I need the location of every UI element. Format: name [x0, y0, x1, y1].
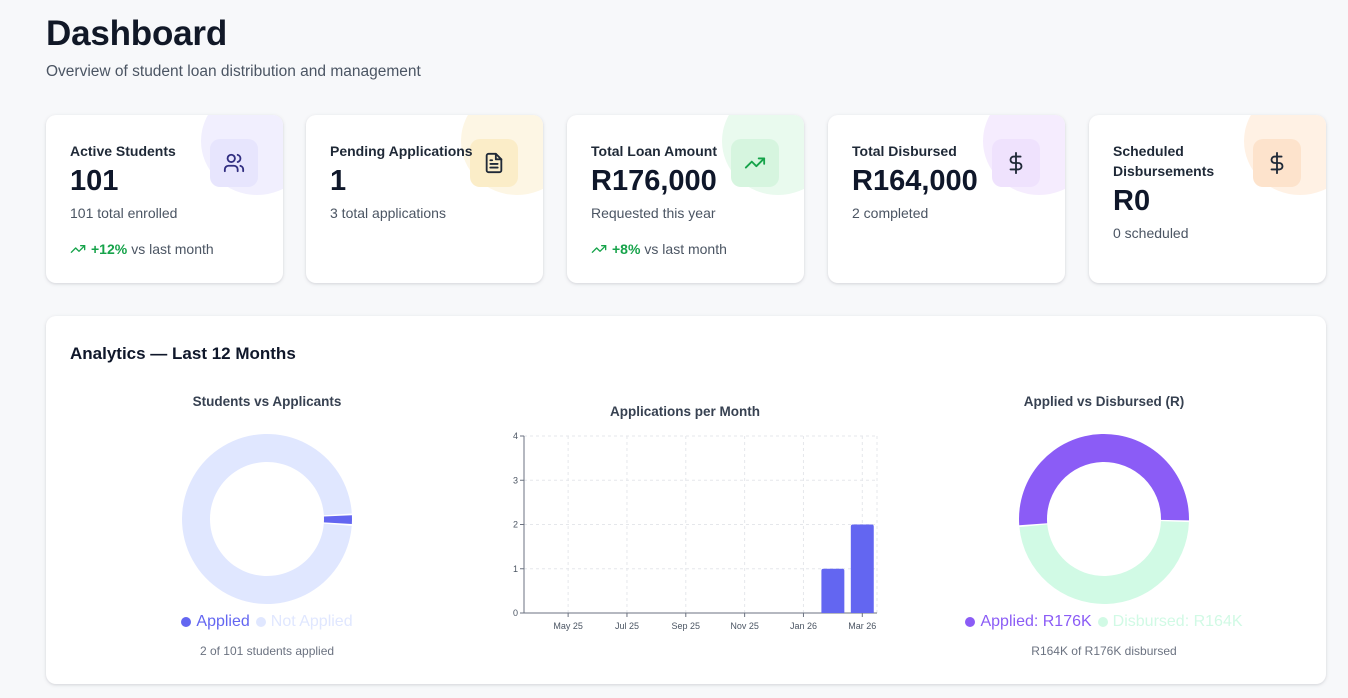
x-tick-label: May 25 [553, 621, 583, 631]
stat-subtext: 2 completed [852, 205, 929, 221]
stat-subtext: Requested this year [591, 205, 716, 221]
stat-value: 1 [330, 165, 347, 197]
stat-subtext: 101 total enrolled [70, 205, 178, 221]
legend-label: Applied: R176K [980, 613, 1092, 630]
trend-percent: +12% [91, 241, 128, 257]
chart-caption: R164K of R176K disbursed [1031, 644, 1177, 658]
stat-subtext: 0 scheduled [1113, 225, 1189, 241]
stat-trend: +12% vs last month [70, 241, 214, 257]
document-icon [470, 139, 518, 187]
x-tick-label: Mar 26 [848, 621, 876, 631]
chart-caption: 2 of 101 students applied [199, 644, 335, 658]
y-tick-label: 4 [513, 431, 518, 441]
bar[interactable] [821, 568, 845, 613]
legend-item[interactable]: Disbursed: R164K [1097, 613, 1243, 631]
y-tick-label: 1 [513, 564, 518, 574]
legend-item[interactable]: Applied: R176K [965, 613, 1092, 631]
trend-percent: +8% [612, 241, 641, 257]
legend-label: Disbursed: R164K [1112, 613, 1243, 630]
legend-label: Not Applied [270, 613, 353, 630]
chart-legend: Applied Not Applied [87, 613, 447, 631]
legend-dot [255, 617, 266, 627]
trending-up-icon [591, 245, 607, 253]
donut-slice[interactable] [182, 434, 352, 605]
y-tick-label: 3 [513, 475, 518, 485]
analytics-card: Analytics — Last 12 Months Students vs A… [46, 316, 1326, 684]
trending-up-icon [70, 245, 86, 253]
y-tick-label: 0 [513, 608, 518, 618]
trend-text: vs last month [644, 241, 727, 257]
students-vs-applicants-chart [182, 434, 352, 605]
x-tick-label: Sep 25 [672, 621, 701, 631]
stat-trend: +8% vs last month [591, 241, 727, 257]
stat-label: Active Students [70, 143, 176, 159]
applied-vs-disbursed-chart [1019, 434, 1189, 604]
stat-value: R176,000 [591, 165, 717, 197]
chart-legend: Applied: R176K Disbursed: R164K [924, 613, 1284, 631]
analytics-title: Analytics — Last 12 Months [70, 344, 296, 363]
x-tick-label: Nov 25 [730, 621, 759, 631]
stat-value: 101 [70, 165, 119, 197]
bar[interactable] [850, 524, 874, 614]
legend-dot [1097, 617, 1108, 627]
y-tick-label: 2 [513, 520, 518, 530]
stat-card-total-disbursed: Total Disbursed R164,000 2 completed [828, 115, 1065, 283]
stat-label: Total Loan Amount [591, 143, 717, 159]
x-tick-label: Jul 25 [615, 621, 639, 631]
stat-value: R0 [1113, 185, 1151, 217]
stat-card-active-students: Active Students 101 101 total enrolled +… [46, 115, 283, 283]
chart-title-students-vs-applicants: Students vs Applicants [192, 394, 342, 409]
chart-title-applied-vs-disbursed: Applied vs Disbursed (R) [1023, 394, 1185, 409]
stat-card-scheduled-disbursements: Scheduled Disbursements R0 0 scheduled [1089, 115, 1326, 283]
stat-card-total-loan-amount: Total Loan Amount R176,000 Requested thi… [567, 115, 804, 283]
legend-dot [965, 617, 976, 627]
stat-subtext: 3 total applications [330, 205, 446, 221]
legend-label: Applied [196, 613, 250, 630]
dollar-icon [992, 139, 1040, 187]
users-icon [210, 139, 258, 187]
page-subtitle: Overview of student loan distribution an… [46, 63, 421, 80]
applications-per-month-chart: 0 1 2 3 4 May 25 Jul 25 Sep 25 Nov 25 Jan 26 Mar 2… [513, 431, 878, 631]
legend-item[interactable]: Applied [181, 613, 250, 631]
stat-card-pending-applications: Pending Applications 1 3 total applicati… [306, 115, 543, 283]
x-tick-label: Jan 26 [790, 621, 817, 631]
legend-dot [181, 617, 192, 627]
donut-slice[interactable] [1019, 521, 1189, 604]
chart-title-applications-per-month: Applications per Month [610, 404, 760, 419]
trending-up-icon [731, 139, 779, 187]
dollar-icon [1253, 139, 1301, 187]
stat-label: Scheduled Disbursements [1113, 143, 1215, 179]
stat-value: R164,000 [852, 165, 978, 197]
stat-label: Total Disbursed [852, 143, 957, 159]
trend-text: vs last month [131, 241, 214, 257]
page-title: Dashboard [46, 14, 228, 53]
stat-label: Pending Applications [330, 143, 473, 159]
donut-slice[interactable] [323, 515, 352, 525]
legend-item[interactable]: Not Applied [255, 613, 353, 631]
donut-slice[interactable] [1019, 434, 1189, 526]
